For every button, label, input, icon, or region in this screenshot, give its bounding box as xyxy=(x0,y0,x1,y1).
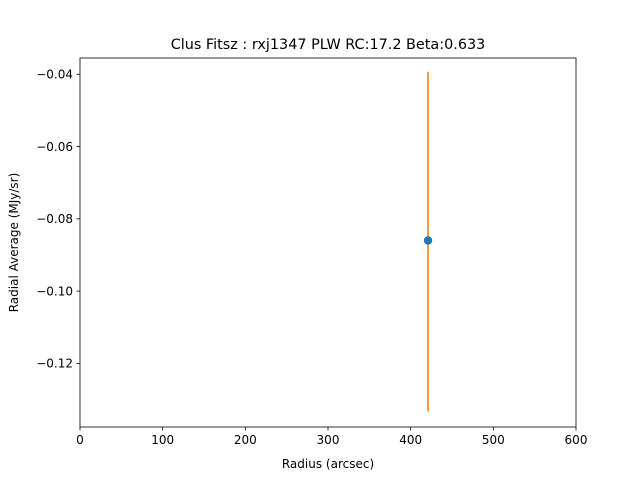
data-point-layer xyxy=(423,236,433,245)
y-tick-label: −0.06 xyxy=(36,140,73,154)
y-axis-ticks: −0.04 −0.06 −0.08 −0.10 −0.12 xyxy=(36,68,80,371)
x-axis-ticks: 0 100 200 300 400 500 600 xyxy=(76,427,587,447)
x-tick-label: 100 xyxy=(151,433,174,447)
plot-area-frame xyxy=(79,57,577,428)
data-point xyxy=(423,236,433,245)
chart-title: Clus Fitsz : rxj1347 PLW RC:17.2 Beta:0.… xyxy=(171,37,486,53)
x-axis-label: Radius (arcsec) xyxy=(282,457,374,471)
y-axis-label: Radial Average (MJy/sr) xyxy=(7,173,21,313)
x-tick-label: 400 xyxy=(399,433,422,447)
x-tick-label: 300 xyxy=(317,433,340,447)
x-tick-label: 0 xyxy=(76,433,84,447)
y-tick-label: −0.10 xyxy=(36,284,73,298)
y-tick-label: −0.08 xyxy=(36,212,73,226)
x-tick-label: 500 xyxy=(482,433,505,447)
y-tick-label: −0.12 xyxy=(36,357,73,371)
x-tick-label: 600 xyxy=(565,433,588,447)
y-tick-label: −0.04 xyxy=(36,68,73,82)
x-tick-label: 200 xyxy=(234,433,257,447)
